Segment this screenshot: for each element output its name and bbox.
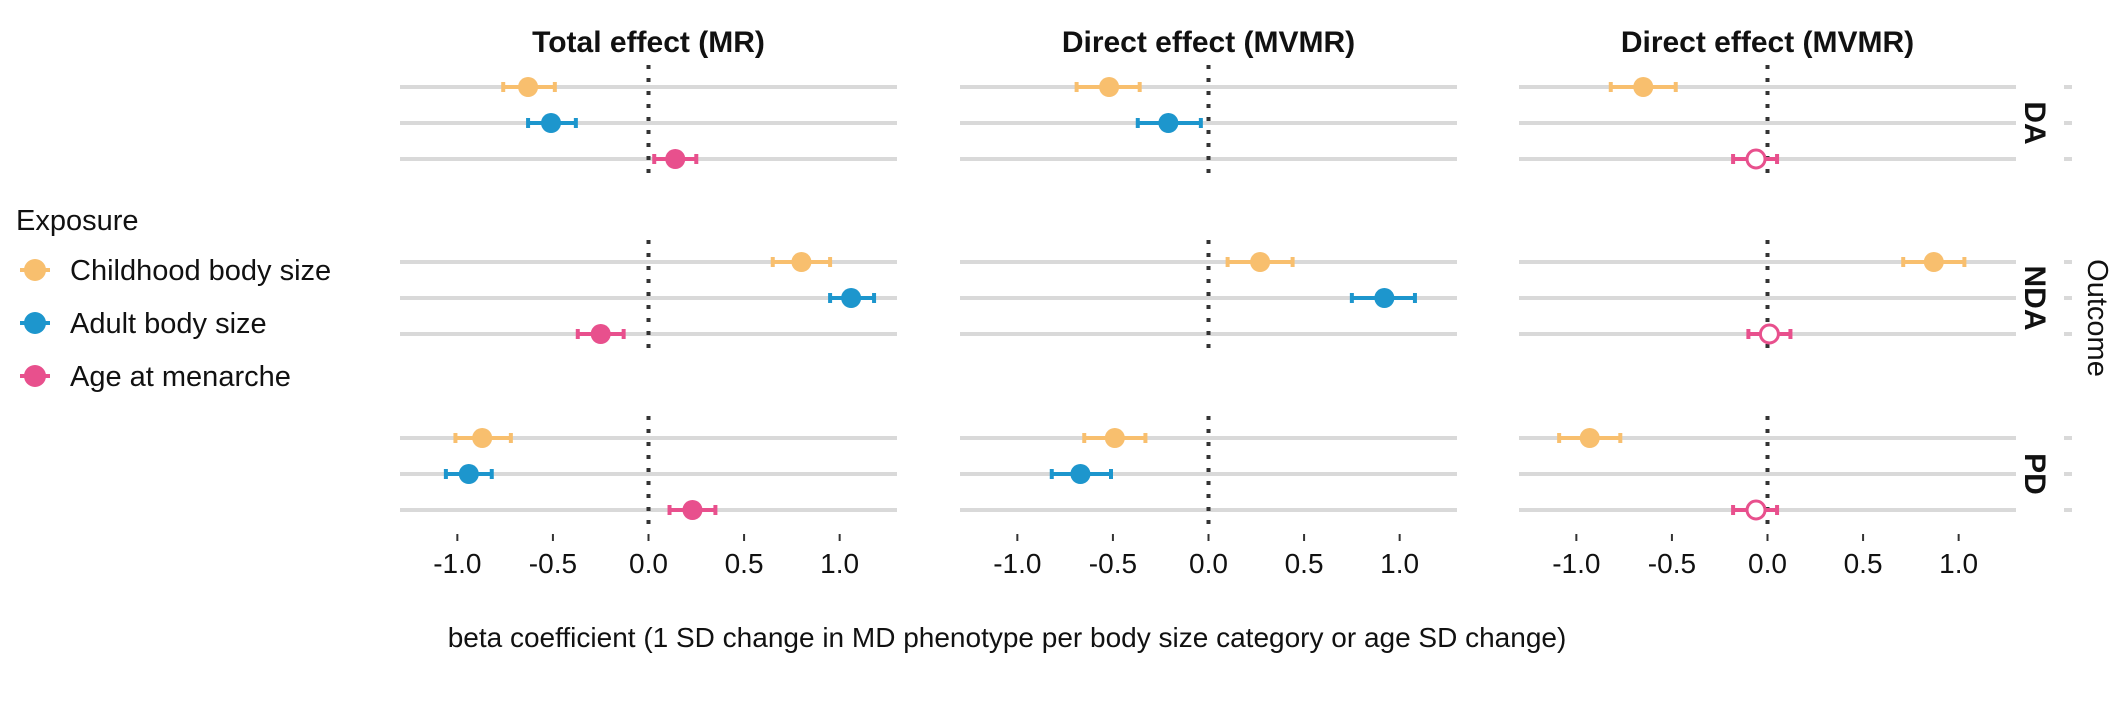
- outcome-strip-label: NDA: [2018, 266, 2051, 331]
- legend-label: Adult body size: [70, 308, 267, 340]
- outcome-strip-label: DA: [2018, 101, 2051, 144]
- legend-label: Age at menarche: [70, 361, 291, 393]
- panel-1: Total effect (MR) -1.0 -0.5 0.0 0.5 1.0: [400, 26, 897, 579]
- x-tick-label: 1.0: [1380, 548, 1419, 579]
- series-age-at-menarche: [1731, 148, 1793, 521]
- point-estimate: [791, 252, 812, 272]
- panels-layer: Total effect (MR)-1.0 -0.5 0.0 0.5 1.0Direct…: [400, 26, 2016, 579]
- x-tick-label: 0.0: [629, 548, 668, 579]
- point-estimate: [665, 149, 686, 169]
- point-estimate: [841, 288, 862, 308]
- point-estimate: [682, 500, 703, 520]
- outcome-strip-label: PD: [2018, 453, 2051, 495]
- series-adult-body-size: [1049, 113, 1417, 484]
- point-estimate: [458, 464, 479, 484]
- x-axis-title: beta coefficient (1 SD change in MD phen…: [448, 622, 1567, 653]
- legend-key-point: [24, 365, 46, 387]
- x-tick-label: 0.0: [1189, 548, 1228, 579]
- series-age-at-menarche: [575, 149, 718, 520]
- x-tick-label: 0.5: [725, 548, 764, 579]
- point-estimate: [1070, 464, 1091, 484]
- legend-item: Age at menarche: [20, 361, 291, 393]
- legend-key-point: [24, 259, 46, 281]
- x-tick-label: -1.0: [993, 548, 1041, 579]
- point-estimate: [1923, 252, 1944, 272]
- series-childhood-body-size: [1074, 77, 1295, 448]
- point-estimate: [1579, 428, 1600, 448]
- legend-item: Adult body size: [20, 308, 267, 340]
- x-tick-label: -0.5: [529, 548, 577, 579]
- point-estimate-open: [1758, 323, 1780, 345]
- x-tick-label: 1.0: [820, 548, 859, 579]
- series-adult-body-size: [443, 113, 877, 484]
- panel-title: Total effect (MR): [532, 26, 765, 59]
- point-estimate: [1104, 428, 1125, 448]
- panel-3: Direct effect (MVMR) -1.0 -0.5 0.0 0.5 1.0: [1519, 26, 2016, 579]
- legend-item: Childhood body size: [20, 255, 331, 287]
- outcome-strips: DA NDA PD: [2018, 85, 2072, 512]
- point-estimate: [1374, 288, 1395, 308]
- point-estimate: [518, 77, 539, 97]
- point-estimate-open: [1745, 499, 1767, 521]
- x-tick-label: -0.5: [1089, 548, 1137, 579]
- legend-key-point: [24, 312, 46, 334]
- point-estimate: [1158, 113, 1179, 133]
- legend-items: Childhood body size Adult body size Age at…: [20, 255, 331, 393]
- series-childhood-body-size: [1557, 77, 1967, 448]
- x-tick-label: -1.0: [433, 548, 481, 579]
- panel-title: Direct effect (MVMR): [1621, 26, 1914, 59]
- x-tick-label: 0.5: [1285, 548, 1324, 579]
- point-estimate: [590, 324, 611, 344]
- point-estimate-open: [1745, 148, 1767, 170]
- x-tick-label: -0.5: [1648, 548, 1696, 579]
- x-tick-label: 0.0: [1748, 548, 1787, 579]
- point-estimate: [1250, 252, 1271, 272]
- series-childhood-body-size: [453, 77, 833, 448]
- point-estimate: [1099, 77, 1120, 97]
- legend-label: Childhood body size: [70, 255, 331, 287]
- x-tick-label: 0.5: [1844, 548, 1883, 579]
- outcome-axis-label: Outcome: [2081, 259, 2113, 377]
- x-tick-label: 1.0: [1939, 548, 1978, 579]
- panel-title: Direct effect (MVMR): [1062, 26, 1355, 59]
- point-estimate: [541, 113, 562, 133]
- point-estimate: [1633, 77, 1654, 97]
- legend-title: Exposure: [16, 205, 139, 237]
- point-estimate: [472, 428, 493, 448]
- x-tick-label: -1.0: [1552, 548, 1600, 579]
- legend: Exposure Childhood body size Adult body s…: [16, 205, 331, 393]
